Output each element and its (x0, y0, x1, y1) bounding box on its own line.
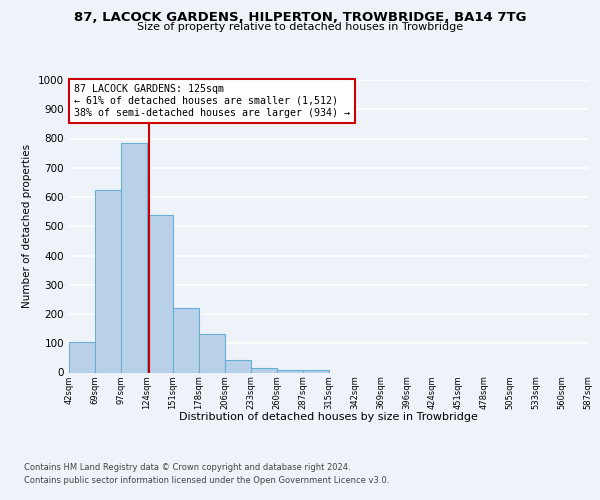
Text: 87, LACOCK GARDENS, HILPERTON, TROWBRIDGE, BA14 7TG: 87, LACOCK GARDENS, HILPERTON, TROWBRIDG… (74, 11, 526, 24)
Bar (225, 360, 251, 372)
Bar (251, 368, 277, 372)
Bar (199, 334, 224, 372)
Bar (277, 370, 302, 372)
Bar (69, 342, 95, 372)
Bar (147, 214, 173, 372)
Text: Contains public sector information licensed under the Open Government Licence v3: Contains public sector information licen… (24, 476, 389, 485)
Bar (121, 143, 147, 372)
Text: Distribution of detached houses by size in Trowbridge: Distribution of detached houses by size … (179, 412, 478, 422)
Text: Size of property relative to detached houses in Trowbridge: Size of property relative to detached ho… (137, 22, 463, 32)
Bar (95, 190, 121, 372)
Bar (302, 370, 329, 372)
Y-axis label: Number of detached properties: Number of detached properties (22, 144, 32, 308)
Bar (173, 308, 199, 372)
Text: 87 LACOCK GARDENS: 125sqm
← 61% of detached houses are smaller (1,512)
38% of se: 87 LACOCK GARDENS: 125sqm ← 61% of detac… (74, 84, 350, 117)
Text: Contains HM Land Registry data © Crown copyright and database right 2024.: Contains HM Land Registry data © Crown c… (24, 462, 350, 471)
